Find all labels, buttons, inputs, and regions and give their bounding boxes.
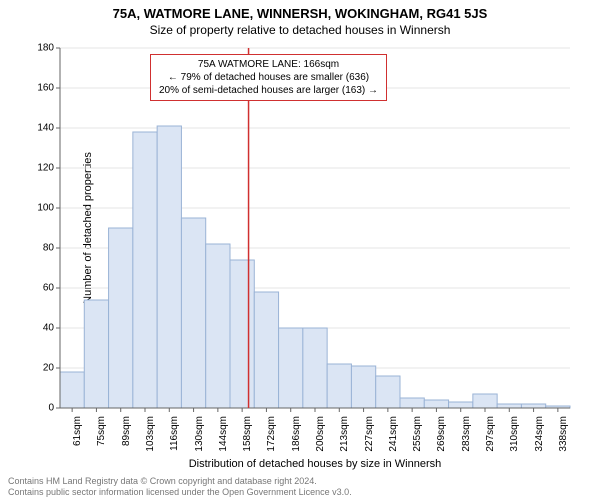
xtick-label: 269sqm bbox=[436, 416, 447, 452]
histogram-plot bbox=[60, 48, 570, 408]
xtick-label: 241sqm bbox=[388, 416, 399, 452]
xtick-label: 227sqm bbox=[364, 416, 375, 452]
title-subtitle: Size of property relative to detached ho… bbox=[0, 21, 600, 37]
xtick-label: 310sqm bbox=[509, 416, 520, 452]
xtick-label: 130sqm bbox=[194, 416, 205, 452]
xtick-label: 255sqm bbox=[412, 416, 423, 452]
xtick-label: 172sqm bbox=[266, 416, 277, 452]
xtick-label: 213sqm bbox=[339, 416, 350, 452]
ytick-label: 60 bbox=[24, 283, 54, 294]
ytick-label: 40 bbox=[24, 323, 54, 334]
xtick-label: 324sqm bbox=[534, 416, 545, 452]
ytick-label: 140 bbox=[24, 123, 54, 134]
xtick-label: 338sqm bbox=[558, 416, 569, 452]
xtick-label: 186sqm bbox=[291, 416, 302, 452]
ytick-label: 120 bbox=[24, 163, 54, 174]
annotation-box: 75A WATMORE LANE: 166sqm ← 79% of detach… bbox=[150, 54, 387, 101]
xtick-label: 158sqm bbox=[242, 416, 253, 452]
chart-container: 75A, WATMORE LANE, WINNERSH, WOKINGHAM, … bbox=[0, 0, 600, 500]
ytick-label: 100 bbox=[24, 203, 54, 214]
xtick-label: 297sqm bbox=[485, 416, 496, 452]
xtick-label: 283sqm bbox=[461, 416, 472, 452]
xtick-label: 103sqm bbox=[145, 416, 156, 452]
title-address: 75A, WATMORE LANE, WINNERSH, WOKINGHAM, … bbox=[0, 0, 600, 21]
ytick-label: 160 bbox=[24, 83, 54, 94]
xtick-label: 61sqm bbox=[72, 416, 83, 446]
xtick-label: 116sqm bbox=[169, 416, 180, 451]
chart-area: Number of detached properties Distributi… bbox=[60, 48, 570, 408]
ytick-label: 80 bbox=[24, 243, 54, 254]
footer-line1: Contains HM Land Registry data © Crown c… bbox=[8, 476, 592, 487]
annotation-line1: 75A WATMORE LANE: 166sqm bbox=[159, 58, 378, 71]
ytick-label: 20 bbox=[24, 363, 54, 374]
xtick-label: 144sqm bbox=[218, 416, 229, 452]
annotation-line2: ← 79% of detached houses are smaller (63… bbox=[159, 71, 378, 84]
x-axis-label: Distribution of detached houses by size … bbox=[60, 458, 570, 470]
footer-line2: Contains public sector information licen… bbox=[8, 487, 592, 498]
xtick-label: 200sqm bbox=[315, 416, 326, 452]
ytick-label: 0 bbox=[24, 403, 54, 414]
xtick-label: 89sqm bbox=[121, 416, 132, 446]
ytick-label: 180 bbox=[24, 43, 54, 54]
xtick-label: 75sqm bbox=[96, 416, 107, 446]
footer-attribution: Contains HM Land Registry data © Crown c… bbox=[8, 476, 592, 498]
annotation-line3: 20% of semi-detached houses are larger (… bbox=[159, 84, 378, 97]
